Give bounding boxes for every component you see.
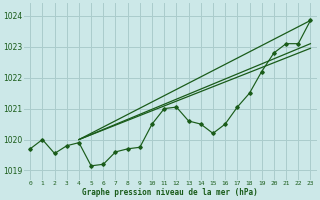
X-axis label: Graphe pression niveau de la mer (hPa): Graphe pression niveau de la mer (hPa) <box>83 188 258 197</box>
